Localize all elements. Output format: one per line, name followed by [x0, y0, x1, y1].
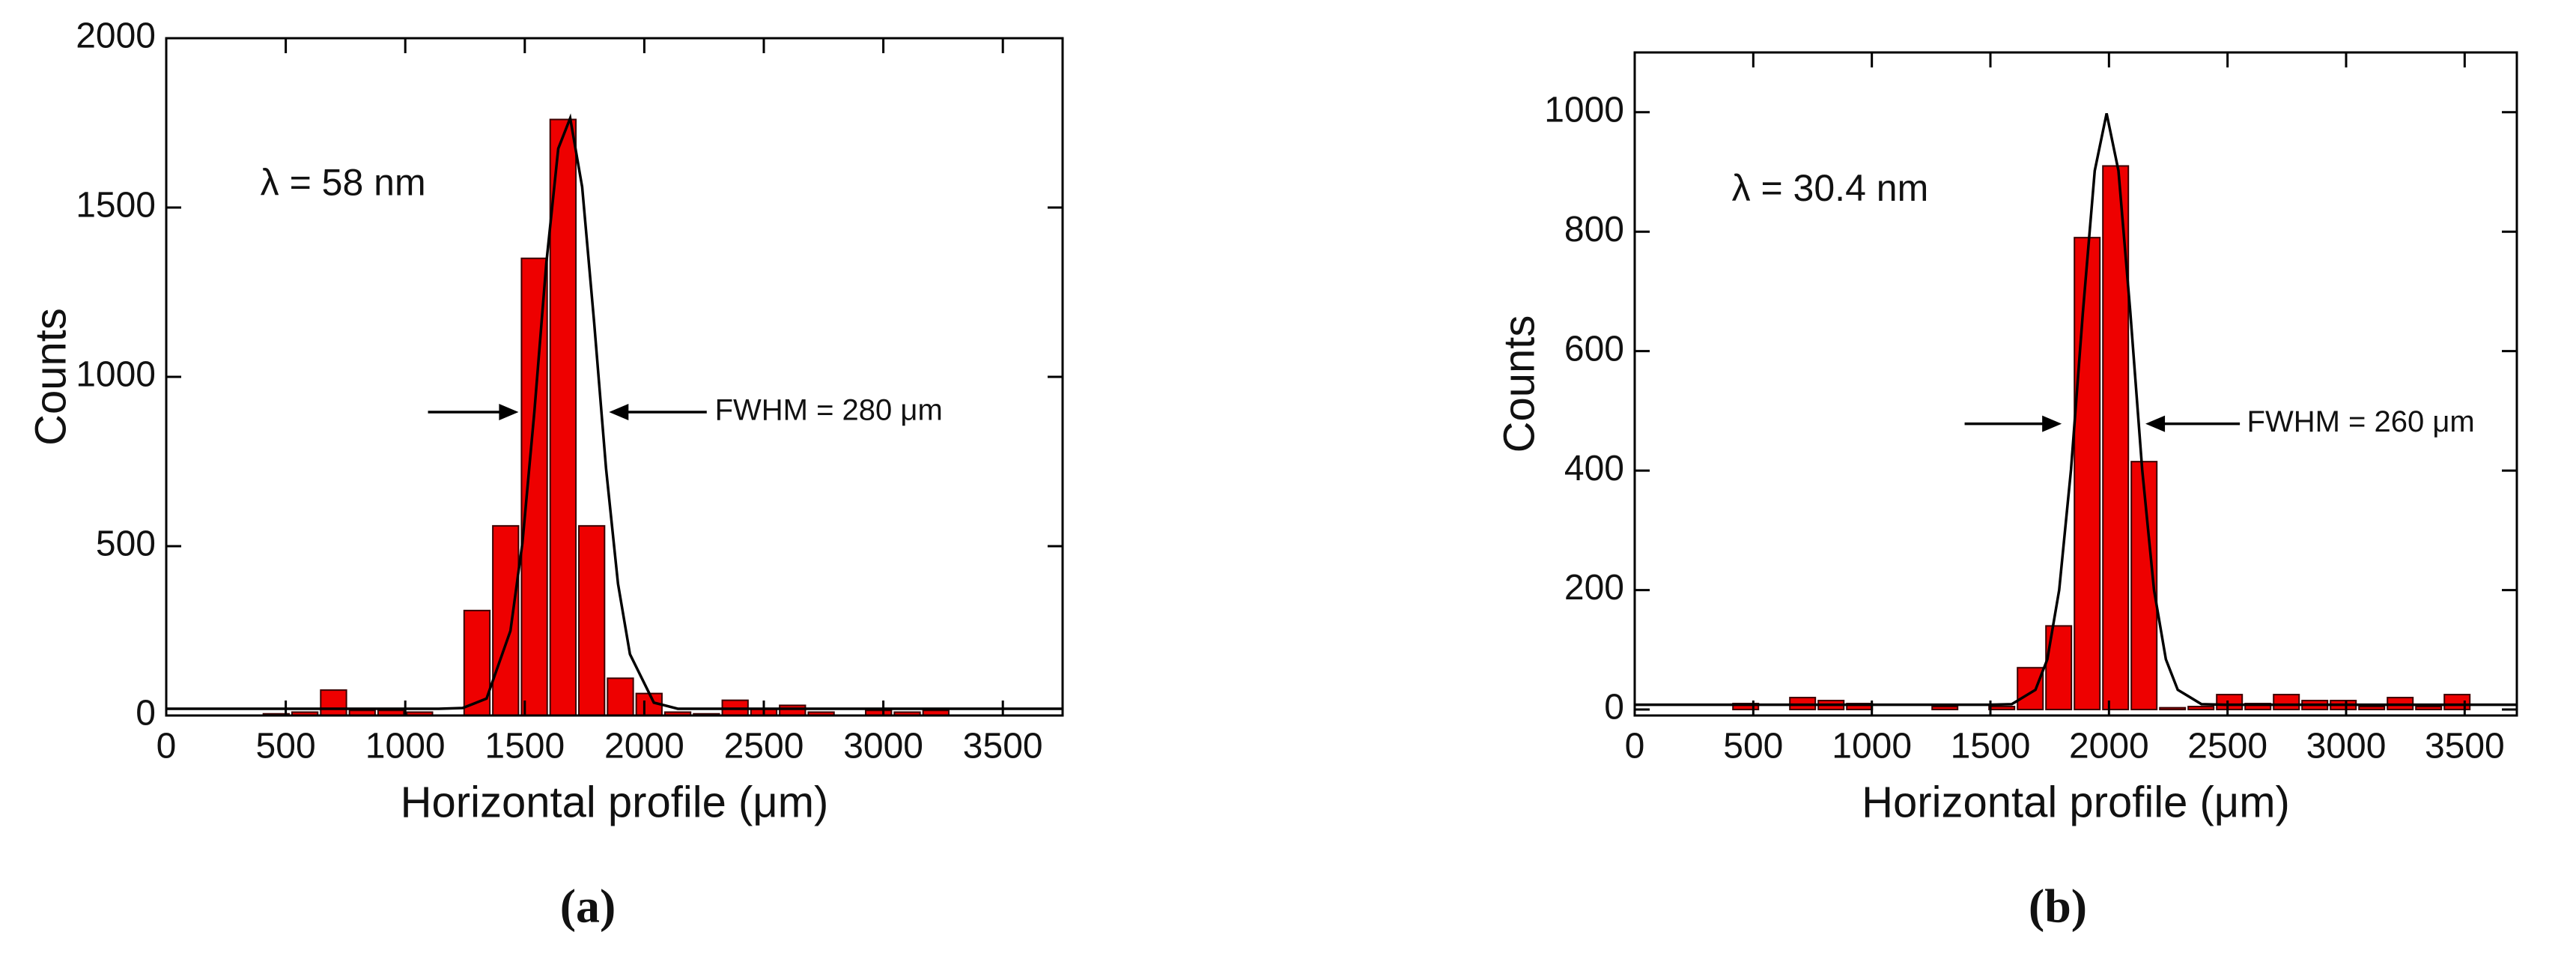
bar: [2074, 237, 2101, 711]
y-tick-label: 1000: [76, 355, 156, 395]
fit-curve: [166, 113, 1063, 710]
bar: [492, 524, 520, 716]
bar: [320, 689, 347, 716]
y-tick-label: 500: [96, 524, 156, 564]
x-tick-label: 2000: [2069, 727, 2149, 766]
bar: [2102, 165, 2130, 711]
y-tick-label: 2000: [76, 16, 156, 56]
y-tick-label: 800: [1564, 210, 1624, 249]
bar: [2358, 706, 2386, 711]
bar: [779, 704, 806, 717]
x-tick-label: 3500: [963, 727, 1043, 766]
x-tick-label: 3000: [843, 727, 923, 766]
bar: [2216, 694, 2244, 711]
fwhm-arrowhead-left: [499, 404, 519, 421]
x-axis-title: Horizontal profile (μm): [401, 778, 829, 826]
x-tick-label: 2500: [724, 727, 804, 766]
x-tick-label: 3500: [2425, 727, 2505, 766]
y-tick-label: 0: [1604, 688, 1624, 727]
fwhm-arrowhead-right: [609, 404, 629, 421]
bar: [2443, 694, 2471, 711]
bar: [2187, 706, 2215, 711]
panel-label: (a): [560, 880, 616, 933]
y-tick-label: 200: [1564, 568, 1624, 608]
bar: [2159, 707, 2187, 711]
wavelength-label: λ = 58 nm: [261, 161, 426, 203]
bar: [607, 677, 634, 717]
bar: [2017, 667, 2044, 711]
y-axis-title: Counts: [1495, 315, 1543, 453]
fwhm-arrowhead-right: [2145, 415, 2166, 432]
x-tick-label: 0: [157, 727, 177, 766]
fwhm-arrowhead-left: [2042, 415, 2062, 432]
x-tick-label: 1000: [365, 727, 446, 766]
bar: [2415, 706, 2443, 711]
x-tick-label: 2000: [604, 727, 684, 766]
bar: [1931, 706, 1959, 711]
bar: [2273, 694, 2300, 711]
y-tick-label: 1000: [1544, 90, 1624, 130]
x-tick-label: 1500: [1951, 727, 2031, 766]
bar: [1988, 706, 2016, 711]
y-tick-label: 600: [1564, 329, 1624, 369]
plot: 0 500 1000 1500 2000 2500 3000 3500 0 200 400 600 80…: [1495, 51, 2518, 933]
x-tick-label: 1500: [484, 727, 565, 766]
x-tick-label: 3000: [2306, 727, 2387, 766]
x-axis-title: Horizontal profile (μm): [1862, 778, 2290, 826]
y-axis-title: Counts: [26, 308, 75, 446]
wavelength-label: λ = 30.4 nm: [1732, 167, 1929, 209]
plot-frame: [1633, 51, 2518, 717]
bar: [549, 118, 577, 717]
bar: [520, 257, 548, 716]
plot: 0 500 1000 1500 2000 2500 3000 3500 0 500 1000 1500…: [26, 16, 1064, 933]
x-tick-label: 2500: [2187, 727, 2267, 766]
bar: [578, 524, 606, 716]
plot-frame: [165, 37, 1064, 717]
fwhm-label: FWHM = 260 μm: [2247, 405, 2475, 438]
x-tick-label: 0: [1625, 727, 1645, 766]
y-tick-label: 400: [1564, 449, 1624, 488]
fwhm-label: FWHM = 280 μm: [715, 394, 943, 427]
fit-curve: [1635, 112, 2517, 707]
x-tick-label: 500: [256, 727, 316, 766]
x-tick-label: 500: [1723, 727, 1783, 766]
y-tick-label: 0: [136, 694, 156, 733]
panel-label: (b): [2029, 880, 2087, 933]
y-tick-label: 1500: [76, 186, 156, 226]
x-tick-label: 1000: [1832, 727, 1912, 766]
